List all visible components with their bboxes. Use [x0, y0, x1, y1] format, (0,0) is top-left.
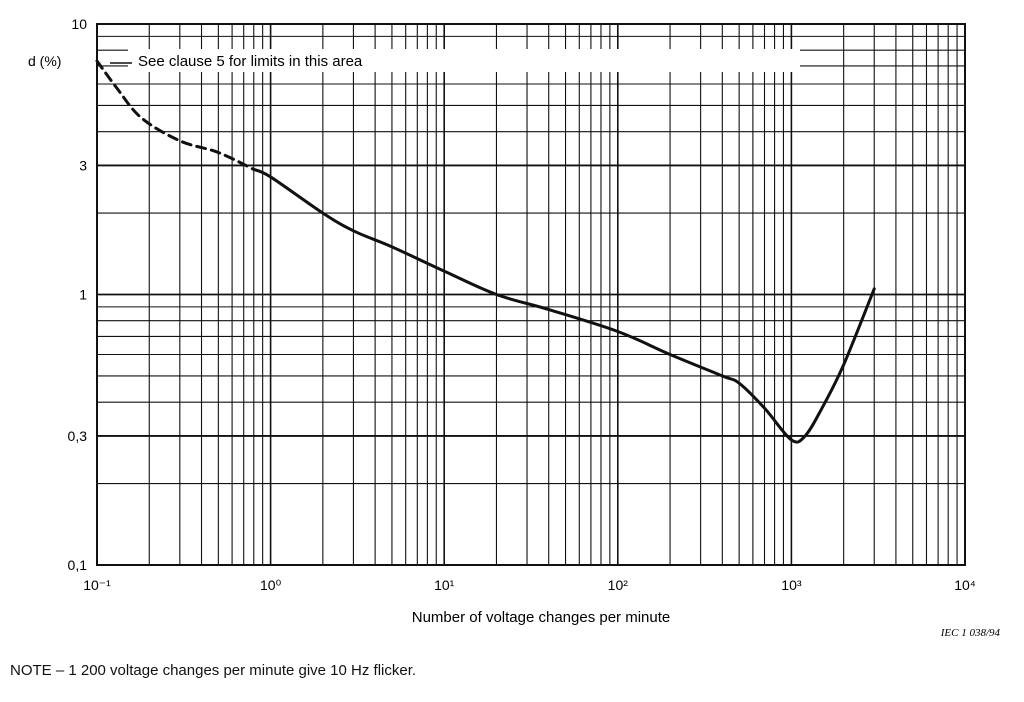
x-tick-label: 10⁰ — [260, 577, 282, 593]
y-tick-label: 0,3 — [68, 428, 88, 444]
chart-grid — [97, 24, 965, 565]
limit-curve-dashed — [95, 59, 256, 171]
y-tick-label: 3 — [79, 157, 87, 173]
limits-annotation: See clause 5 for limits in this area — [110, 49, 800, 72]
plot-frame — [96, 23, 966, 566]
x-tick-label: 10³ — [781, 577, 802, 593]
limit-curve — [95, 59, 876, 444]
x-tick-label: 10² — [608, 577, 629, 593]
annotation-text: See clause 5 for limits in this area — [138, 53, 363, 70]
x-axis-label: Number of voltage changes per minute — [412, 609, 670, 626]
y-tick-label: 1 — [79, 287, 87, 303]
figure-credit: IEC 1 038/94 — [940, 627, 1001, 639]
limit-curve-solid — [252, 167, 876, 444]
y-tick-label: 10 — [71, 16, 87, 32]
x-tick-labels: 10⁻¹ 10⁰ 10¹ 10² 10³ 10⁴ — [83, 577, 976, 593]
y-tick-label: 0,1 — [68, 557, 88, 573]
y-axis-label: d (%) — [28, 53, 61, 69]
x-tick-label: 10¹ — [434, 577, 455, 593]
y-tick-labels: 10 3 1 0,3 0,1 — [68, 16, 88, 573]
figure-note: NOTE – 1 200 voltage changes per minute … — [10, 662, 417, 679]
x-tick-label: 10⁴ — [954, 577, 976, 593]
x-tick-label: 10⁻¹ — [83, 577, 111, 593]
